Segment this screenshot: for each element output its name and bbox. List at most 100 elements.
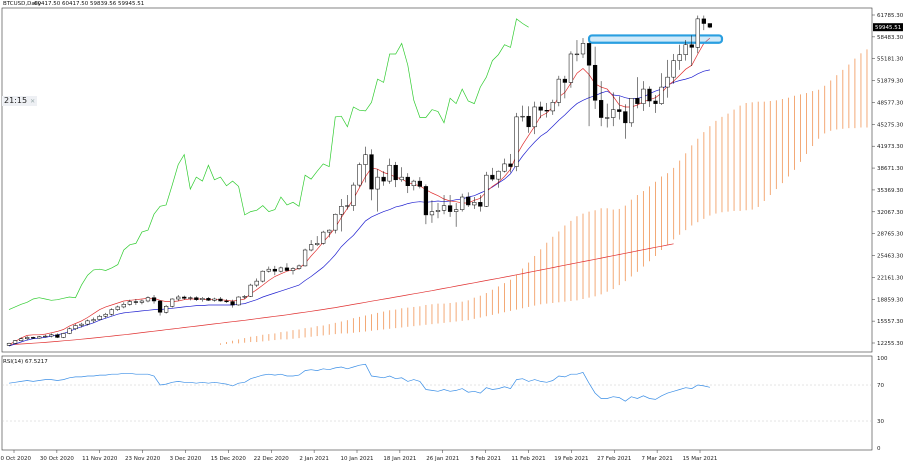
y-tick-label: 18859.30 <box>877 297 904 303</box>
candle-body <box>61 333 66 338</box>
candle-body <box>103 313 108 317</box>
candle-body <box>31 337 36 339</box>
candle-body <box>157 300 163 313</box>
candle-body <box>520 115 525 118</box>
y-tick-label: 55181.30 <box>877 57 904 63</box>
last-price-tag <box>873 23 903 32</box>
candle-body <box>97 315 102 320</box>
time-widget-time: 21:15 <box>4 96 28 105</box>
candle-body <box>182 296 187 299</box>
candle-body <box>592 64 598 101</box>
candle-body <box>683 44 688 55</box>
x-tick-label: 26 Jan 2021 <box>426 456 459 462</box>
candle-body <box>79 323 84 326</box>
x-tick-label: 11 Feb 2021 <box>511 456 545 462</box>
price-panel-frame <box>1 7 873 353</box>
candle-body <box>671 60 676 78</box>
y-tick-label: 41973.30 <box>877 144 904 150</box>
chikou-line <box>8 18 529 310</box>
y-tick-label: 22161.30 <box>877 275 904 281</box>
candle-body <box>206 298 211 301</box>
candle-body <box>695 18 700 48</box>
candle-body <box>526 115 531 128</box>
y-tick-label: 32067.30 <box>877 210 904 216</box>
candle-body <box>139 300 145 303</box>
candle-body <box>278 267 284 272</box>
candle-body <box>568 53 574 83</box>
candle-body <box>151 297 157 302</box>
candle-body <box>393 164 398 181</box>
highlight-zone <box>587 34 724 44</box>
candle-body <box>327 229 332 233</box>
candle-body <box>188 297 193 299</box>
close-icon[interactable]: ✕ <box>30 98 36 105</box>
candle-body <box>121 304 126 308</box>
x-tick-label: 3 Dec 2020 <box>170 456 202 462</box>
x-tick-label: 3 Feb 2021 <box>470 456 501 462</box>
sma-line <box>8 243 674 346</box>
rsi-tick-label: 70 <box>877 383 884 389</box>
candle-body <box>163 306 169 313</box>
kijun-line <box>8 69 710 347</box>
time-widget[interactable]: 21:15 ✕ <box>2 96 38 106</box>
chart-layers: 61785.30 58483.30 55181.30 51879.30 48577.30… <box>0 7 904 462</box>
x-tick-label: 22 Dec 2020 <box>254 456 290 462</box>
candle-body <box>254 280 259 286</box>
candle-body <box>665 76 670 88</box>
chart-header-title: BTCUSD,Daily <box>3 1 42 7</box>
candle-body <box>109 309 114 315</box>
candle-body <box>647 88 652 102</box>
candle-body <box>242 296 247 298</box>
candle-body <box>284 267 290 271</box>
rsi-tick-label: 0 <box>877 446 881 452</box>
candle-body <box>574 53 580 56</box>
candle-body <box>429 211 435 216</box>
candle-body <box>43 335 48 338</box>
candle-body <box>617 109 622 112</box>
candle-body <box>580 43 586 55</box>
rsi-panel-frame <box>1 355 873 451</box>
y-tick-label: 15557.30 <box>877 319 904 325</box>
candle-body <box>653 100 658 104</box>
candle-body <box>37 336 42 339</box>
y-tick-label: 25463.30 <box>877 254 904 260</box>
x-tick-label: 11 Nov 2020 <box>82 456 118 462</box>
y-tick-label: 35369.30 <box>877 188 904 194</box>
rsi-line <box>8 363 710 402</box>
candle-body <box>333 213 338 231</box>
candle-body <box>508 163 513 167</box>
candle-body <box>659 86 664 104</box>
y-tick-label: 48577.30 <box>877 100 904 106</box>
candle-body <box>6 343 12 346</box>
candle-body <box>490 174 495 180</box>
candle-body <box>447 205 453 212</box>
candle-body <box>91 319 96 322</box>
candle-body <box>677 54 682 61</box>
candle-body <box>170 298 175 307</box>
candle-body <box>599 100 604 118</box>
y-tick-label: 28765.30 <box>877 232 904 238</box>
x-tick-label: 10 Jan 2021 <box>341 456 374 462</box>
last-price-label: 59945.51 <box>875 25 901 31</box>
y-tick-label: 12255.30 <box>877 341 904 347</box>
x-tick-label: 19 Feb 2021 <box>554 456 588 462</box>
candle-body <box>272 268 277 272</box>
x-tick-label: 7 Mar 2021 <box>641 456 672 462</box>
candle-body <box>49 334 54 337</box>
candle-body <box>248 284 253 297</box>
candle-body <box>85 320 90 325</box>
candle-body <box>460 196 465 210</box>
candle-body <box>496 170 501 180</box>
candle-body <box>502 163 507 172</box>
candle-body <box>266 268 271 272</box>
chart-header-ohlc: 60417.50 60417.50 59839.56 59945.51 <box>34 1 144 7</box>
candle-body <box>635 98 640 104</box>
candle-body <box>405 176 410 187</box>
candle-body <box>611 109 616 118</box>
candle-body <box>466 196 471 206</box>
candle-body <box>605 117 610 119</box>
rsi-label: RSI(14) 67.5217 <box>3 359 48 365</box>
candle-body <box>689 44 694 48</box>
